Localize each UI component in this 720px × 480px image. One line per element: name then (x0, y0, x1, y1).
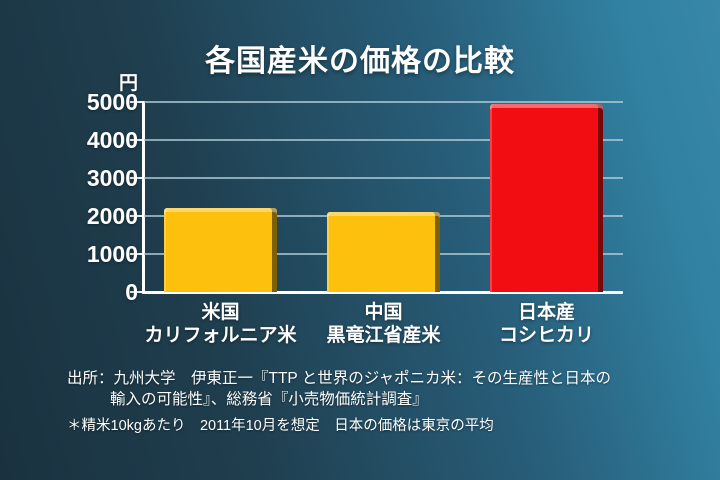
category-label-line1: 中国 (364, 302, 403, 323)
x-axis-baseline (142, 291, 623, 294)
category-label-line2: コシヒカリ (498, 325, 594, 346)
gridline-4000 (144, 139, 623, 141)
source-text: 出所：九州大学 伊東正一『TTP と世界のジャポニカ米：その生産性と日本の 輸入… (67, 369, 677, 410)
category-label-line2: 黒竜江省産米 (326, 325, 441, 346)
y-axis-line (142, 101, 145, 294)
chart-title: 各国産米の価格の比較 (205, 45, 515, 78)
category-label-1: 米国 カリフォルニア米 (121, 301, 321, 347)
y-tick-label-0: 0 (125, 279, 138, 305)
y-axis-tick (130, 101, 143, 103)
category-label-line2: カリフォルニア米 (144, 325, 297, 346)
category-label-line1: 米国 (201, 302, 240, 323)
y-axis-unit-label: 円 (118, 73, 138, 94)
y-axis-tick (130, 177, 143, 179)
bar-米国 (164, 208, 277, 292)
y-tick-label-2000: 2000 (86, 203, 138, 229)
source-line-1: 出所：九州大学 伊東正一『TTP と世界のジャポニカ米：その生産性と日本の (67, 370, 612, 387)
y-tick-label-1000: 1000 (86, 241, 138, 267)
y-axis-tick (130, 291, 143, 293)
y-tick-label-4000: 4000 (86, 127, 138, 153)
plot-area (142, 101, 623, 294)
bar-日本産 (490, 103, 603, 292)
category-label-2: 中国 黒竜江省産米 (284, 301, 484, 347)
gridline-5000 (144, 101, 623, 103)
y-axis-tick (130, 139, 143, 141)
source-line-2: 輸入の可能性』、総務省『小売物価統計調査』 (110, 390, 428, 408)
y-axis-tick (130, 253, 143, 255)
y-axis-tick (130, 215, 143, 217)
category-label-line1: 日本産 (517, 302, 575, 323)
y-tick-label-3000: 3000 (86, 165, 138, 191)
gridline-3000 (144, 177, 623, 179)
category-label-3: 日本産 コシヒカリ (447, 301, 647, 347)
x-axis-category-labels: 米国 カリフォルニア米 中国 黒竜江省産米 日本産 コシヒカリ (144, 301, 623, 351)
footnote-text: ＊精米10kgあたり 2011年10月を想定 日本の価格は東京の平均 (67, 418, 494, 434)
y-tick-label-5000: 5000 (86, 89, 138, 115)
bar-中国 (327, 212, 440, 292)
